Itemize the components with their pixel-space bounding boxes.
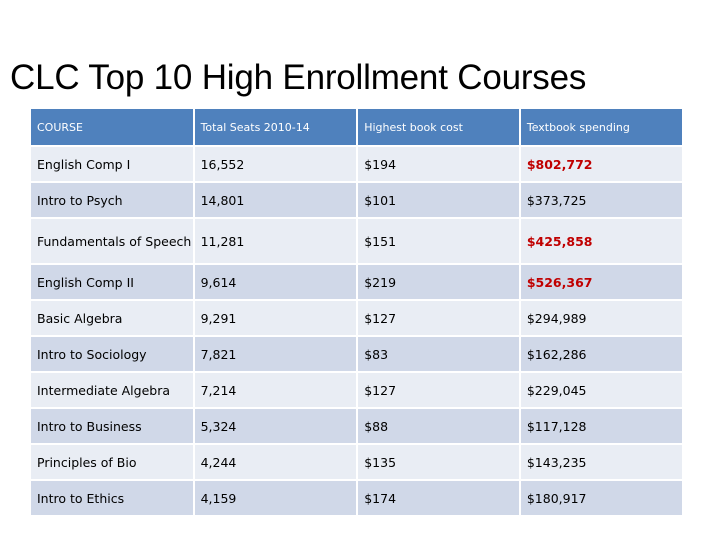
cell-course: English Comp II [31,265,195,301]
cell-course: Intro to Sociology [31,337,195,373]
header-highest-book-cost: Highest book cost [358,109,521,147]
cell-highest-book-cost: $194 [358,147,521,183]
cell-total-seats: 9,614 [194,265,359,301]
cell-total-seats: 4,244 [194,445,359,481]
cell-total-seats: 7,821 [194,337,359,373]
table-row: Intro to Ethics 4,159 $174 $180,917 [31,481,684,517]
cell-course: Fundamentals of Speech [31,219,195,265]
table-row: Basic Algebra 9,291 $127 $294,989 [31,301,684,337]
cell-highest-book-cost: $127 [358,301,521,337]
table-row: Principles of Bio 4,244 $135 $143,235 [31,445,684,481]
cell-highest-book-cost: $101 [358,183,521,219]
table-header-row: COURSE Total Seats 2010-14 Highest book … [31,109,684,147]
cell-total-seats: 7,214 [194,373,359,409]
table-row: Intro to Business 5,324 $88 $117,128 [31,409,684,445]
cell-textbook-spending: $526,367 [520,265,684,301]
cell-highest-book-cost: $88 [358,409,521,445]
cell-textbook-spending: $802,772 [520,147,684,183]
cell-textbook-spending: $143,235 [520,445,684,481]
cell-course: Intro to Psych [31,183,195,219]
cell-textbook-spending: $425,858 [520,219,684,265]
cell-course: Intermediate Algebra [31,373,195,409]
cell-textbook-spending: $162,286 [520,337,684,373]
cell-highest-book-cost: $127 [358,373,521,409]
table-row: Intro to Sociology 7,821 $83 $162,286 [31,337,684,373]
cell-highest-book-cost: $83 [358,337,521,373]
cell-course: English Comp I [31,147,195,183]
cell-highest-book-cost: $174 [358,481,521,517]
cell-total-seats: 4,159 [194,481,359,517]
cell-textbook-spending: $373,725 [520,183,684,219]
cell-total-seats: 14,801 [194,183,359,219]
cell-course: Basic Algebra [31,301,195,337]
table-row: English Comp II 9,614 $219 $526,367 [31,265,684,301]
table-row: Fundamentals of Speech 11,281 $151 $425,858 [31,219,684,265]
header-textbook-spending: Textbook spending [520,109,684,147]
cell-textbook-spending: $117,128 [520,409,684,445]
slide-title: CLC Top 10 High Enrollment Courses [10,58,587,97]
cell-highest-book-cost: $151 [358,219,521,265]
header-course: COURSE [31,109,195,147]
cell-textbook-spending: $294,989 [520,301,684,337]
cell-highest-book-cost: $135 [358,445,521,481]
enrollment-table: COURSE Total Seats 2010-14 Highest book … [31,109,684,517]
cell-course: Principles of Bio [31,445,195,481]
cell-total-seats: 9,291 [194,301,359,337]
cell-highest-book-cost: $219 [358,265,521,301]
cell-total-seats: 16,552 [194,147,359,183]
cell-course: Intro to Business [31,409,195,445]
header-total-seats: Total Seats 2010-14 [194,109,359,147]
cell-textbook-spending: $180,917 [520,481,684,517]
cell-total-seats: 5,324 [194,409,359,445]
table-row: English Comp I 16,552 $194 $802,772 [31,147,684,183]
table-body: English Comp I 16,552 $194 $802,772 Intro to… [31,147,684,517]
cell-total-seats: 11,281 [194,219,359,265]
cell-course: Intro to Ethics [31,481,195,517]
cell-textbook-spending: $229,045 [520,373,684,409]
table-row: Intermediate Algebra 7,214 $127 $229,045 [31,373,684,409]
table-row: Intro to Psych 14,801 $101 $373,725 [31,183,684,219]
